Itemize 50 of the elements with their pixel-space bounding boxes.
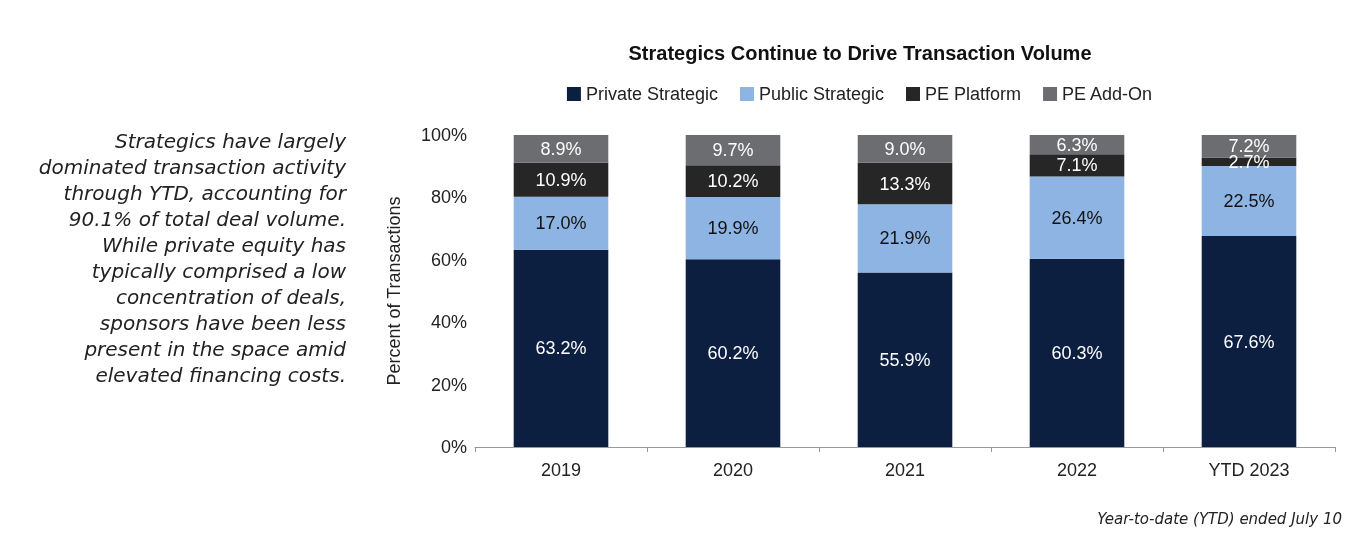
data-label: 17.0%: [535, 213, 587, 234]
bar: [857, 204, 953, 273]
y-tick-label: 80%: [430, 187, 467, 208]
y-tick-label: 20%: [430, 374, 467, 395]
y-tick-label: 60%: [430, 249, 467, 270]
bar: [685, 135, 781, 166]
data-label: 9.7%: [712, 140, 754, 161]
y-tick-label: 100%: [420, 125, 467, 145]
data-label: 63.2%: [535, 338, 587, 359]
data-label: 26.4%: [1051, 207, 1103, 228]
bar: [513, 196, 609, 250]
x-tick-label: 2019: [540, 460, 582, 480]
data-label: 22.5%: [1223, 190, 1275, 211]
legend-label: Public Strategic: [758, 84, 885, 104]
data-label: 10.9%: [535, 169, 587, 190]
legend-label: PE Platform: [925, 84, 1022, 104]
bar: [1029, 258, 1125, 447]
legend-label: PE Add-On: [1062, 84, 1153, 104]
y-tick-label: 40%: [430, 312, 467, 333]
bar: [857, 162, 953, 205]
data-label: 7.1%: [1056, 155, 1098, 176]
bar: [1029, 176, 1125, 259]
bar: [685, 197, 781, 260]
legend-label: Private Strategic: [585, 84, 718, 104]
bar: [513, 249, 609, 447]
bar: [857, 272, 953, 447]
data-label: 13.3%: [879, 173, 931, 194]
bar: [685, 165, 781, 198]
data-label: 6.3%: [1056, 134, 1098, 155]
data-label: 67.6%: [1223, 331, 1275, 352]
data-label: 55.9%: [879, 349, 931, 370]
y-axis-title: Percent of Transactions: [384, 196, 404, 386]
x-tick-label: 2021: [884, 460, 926, 480]
text: Year-to-date (YTD) ended July 10: [1097, 510, 1342, 528]
bar: [857, 135, 953, 163]
data-label: 8.9%: [540, 138, 582, 159]
data-label: 19.9%: [707, 218, 759, 239]
data-label: 9.0%: [884, 138, 926, 159]
x-tick-label: 2020: [712, 460, 754, 480]
y-tick-label: 0%: [440, 437, 467, 457]
x-tick-label: 2022: [1056, 460, 1098, 480]
x-tick-label: YTD 2023: [1208, 460, 1290, 480]
bar: [1201, 236, 1297, 447]
bar: [685, 259, 781, 447]
chart-title: Strategics Continue to Drive Transaction Volume: [628, 42, 1092, 64]
data-label: 21.9%: [879, 228, 931, 249]
data-label: 60.2%: [707, 343, 759, 364]
data-label: 10.2%: [707, 171, 759, 192]
text: Strategics have largely dominated transaction activity through YTD, accounting for 90.1% of total deal volume. While private equity has typically comprised a low concentration of deals, sponsors have been less present in the space amid elevated financing costs.: [38, 129, 346, 387]
data-label: 60.3%: [1051, 342, 1103, 363]
